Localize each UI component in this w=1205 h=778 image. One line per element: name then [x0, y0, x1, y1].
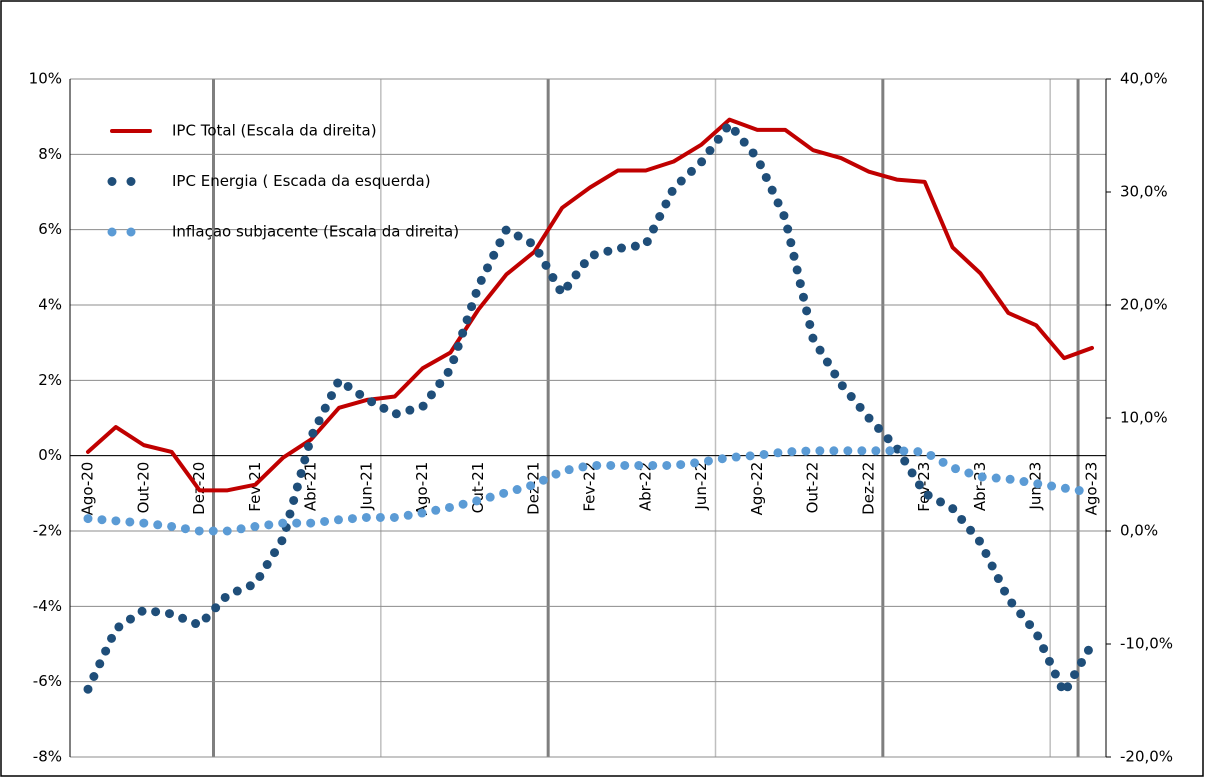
- legend-label: Inflaçao subjacente (Escala da direita): [172, 223, 459, 241]
- y2-tick-label: -10,0%: [1120, 635, 1173, 653]
- x-tick-label: Dez-22: [859, 462, 877, 515]
- x-tick-label: Jun-21: [357, 462, 375, 511]
- x-tick-label: Abr-22: [636, 462, 654, 512]
- x-tick-label: Jun-22: [692, 462, 710, 511]
- y2-tick-label: 30,0%: [1120, 183, 1168, 201]
- y-tick-label: 4%: [38, 296, 62, 314]
- x-tick-label: Out-20: [134, 462, 152, 514]
- y-tick-label: 2%: [38, 371, 62, 389]
- y-tick-label: -2%: [33, 522, 62, 540]
- y2-tick-label: 20,0%: [1120, 296, 1168, 314]
- x-tick-label: Out-21: [469, 462, 487, 514]
- series-line: [83, 119, 1097, 698]
- y-tick-label: -4%: [33, 597, 62, 615]
- x-tick-label: Fev-22: [581, 462, 599, 512]
- x-tick-label: Ago-23: [1083, 462, 1101, 516]
- y-tick-label: 10%: [29, 70, 62, 88]
- y2-tick-label: 40,0%: [1120, 70, 1168, 88]
- legend-label: IPC Energia ( Escada da esquerda): [172, 172, 431, 190]
- series-line: [83, 446, 1097, 536]
- y-tick-label: -6%: [33, 672, 62, 690]
- x-tick-label: Ago-22: [748, 462, 766, 516]
- y-tick-label: 8%: [38, 145, 62, 163]
- x-tick-label: Out-22: [804, 462, 822, 514]
- legend-label: IPC Total (Escala da direita): [172, 122, 377, 140]
- y-tick-label: -8%: [33, 748, 62, 766]
- y-tick-label: 6%: [38, 220, 62, 238]
- y2-tick-label: 10,0%: [1120, 409, 1168, 427]
- y2-tick-label: 0,0%: [1120, 522, 1158, 540]
- x-tick-label: Abr-21: [302, 462, 320, 512]
- x-tick-label: Ago-21: [413, 462, 431, 516]
- x-tick-label: Ago-20: [79, 462, 97, 516]
- x-tick-label: Abr-23: [971, 462, 989, 512]
- y-tick-label: 0%: [38, 446, 62, 464]
- series-line: [86, 117, 1094, 493]
- y2-tick-label: -20,0%: [1120, 748, 1173, 766]
